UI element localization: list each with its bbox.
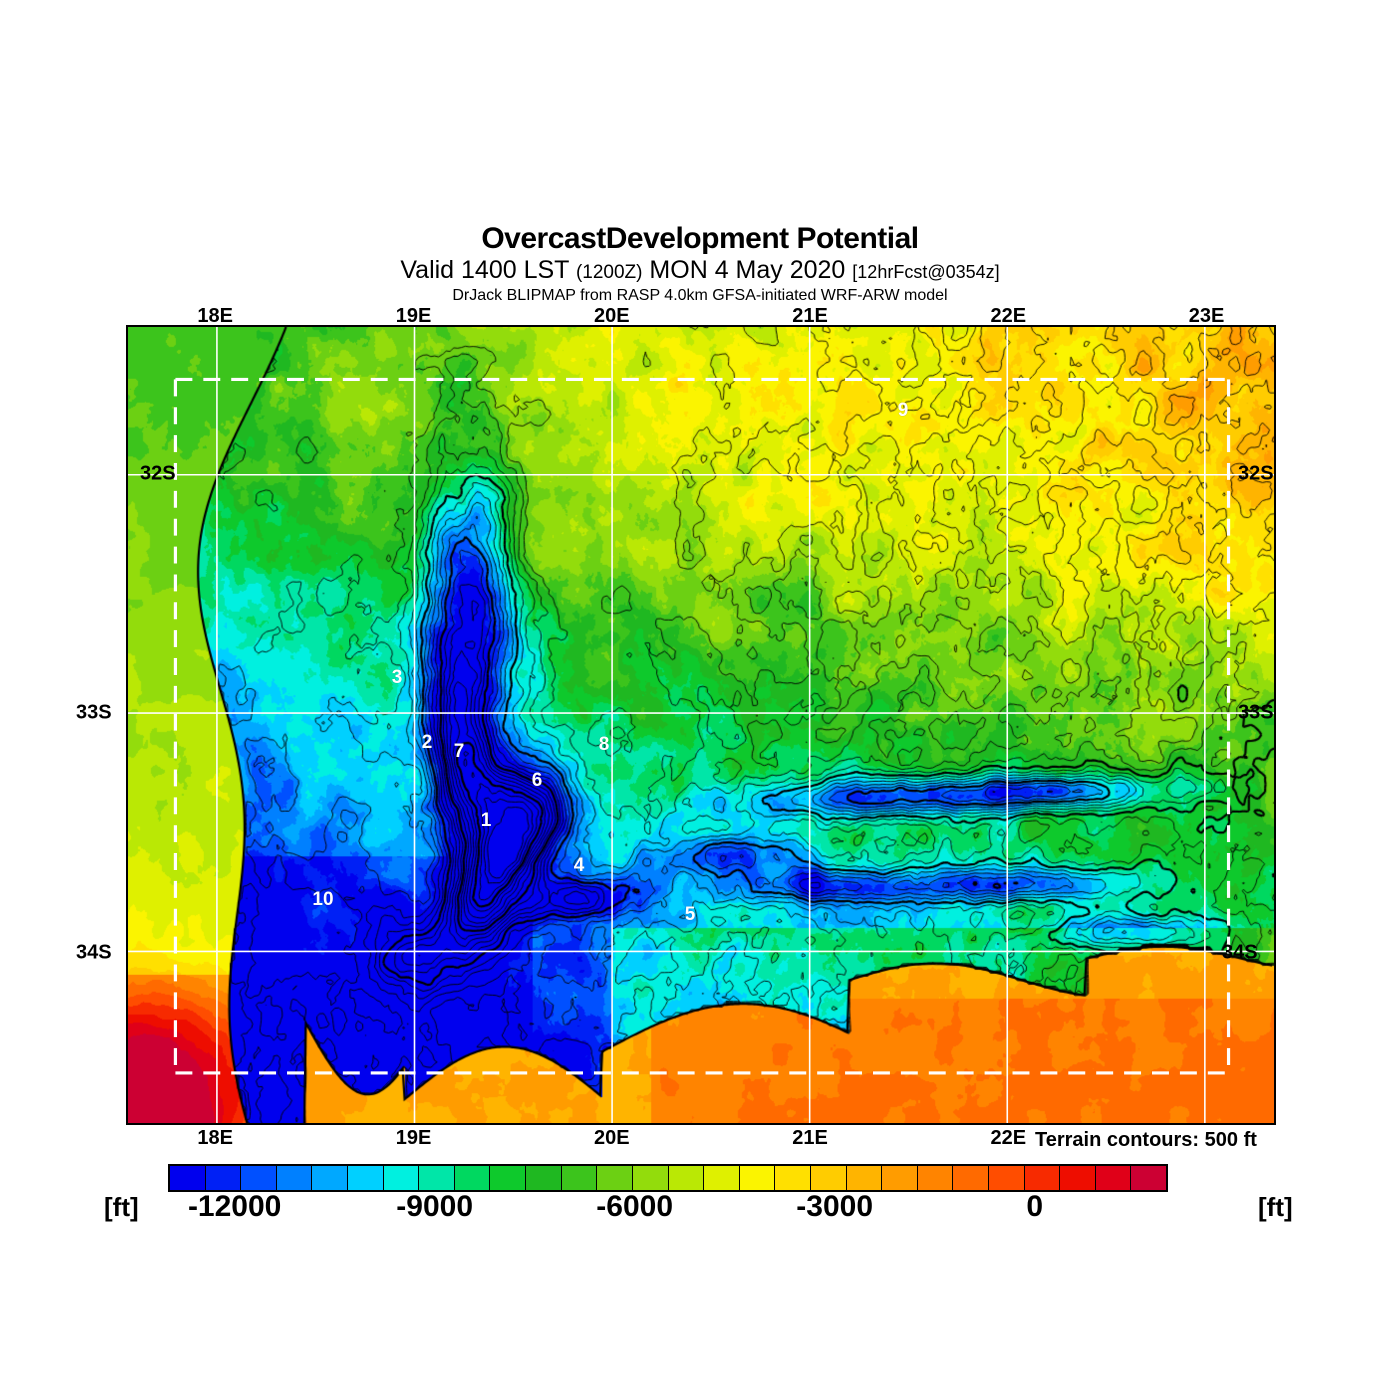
- colorbar-segment: [561, 1166, 598, 1190]
- map-waypoint-label[interactable]: 3: [391, 667, 403, 688]
- colorbar-segment: [989, 1166, 1025, 1190]
- map-waypoint-label[interactable]: 5: [684, 904, 696, 925]
- colorbar-unit-right: [ft]: [1258, 1192, 1293, 1222]
- lon-tick-top: 22E: [990, 305, 1027, 327]
- colorbar-tick: -6000: [596, 1190, 674, 1223]
- colorbar-segment: [170, 1166, 206, 1190]
- colorbar-segment: [454, 1166, 491, 1190]
- lon-tick-bottom: 21E: [792, 1127, 828, 1149]
- colorbar-segment: [846, 1166, 883, 1190]
- colorbar-segment: [1024, 1166, 1061, 1190]
- colorbar-segment: [739, 1166, 776, 1190]
- valid-prefix: Valid 1400 LST: [400, 256, 569, 284]
- colorbar-segment: [953, 1166, 990, 1190]
- lon-tick-top: 20E: [593, 305, 630, 327]
- colorbar-tick: 0: [1026, 1190, 1043, 1223]
- lon-tick-top: 21E: [792, 305, 828, 327]
- colorbar-segment: [348, 1166, 384, 1190]
- colorbar-segment: [810, 1166, 847, 1190]
- colorbar-segment: [632, 1166, 669, 1190]
- page-title: OvercastDevelopment Potential: [481, 222, 919, 255]
- lat-tick-left: 32S: [140, 462, 176, 484]
- lon-tick-bottom: 20E: [593, 1127, 630, 1149]
- colorbar-segment: [1095, 1166, 1132, 1190]
- terrain-contour-note: Terrain contours: 500 ft: [1032, 1128, 1260, 1153]
- lat-tick-right: 33S: [1238, 701, 1274, 724]
- colorbar-segment: [526, 1166, 562, 1190]
- colorbar-segment: [383, 1166, 420, 1190]
- map-waypoint-label[interactable]: 1: [480, 810, 492, 831]
- title-block: OvercastDevelopment Potential Valid 1400…: [0, 224, 1400, 305]
- colorbar-segment: [312, 1166, 349, 1190]
- lat-tick-right: 32S: [1238, 462, 1274, 484]
- colorbar-segment: [668, 1166, 705, 1190]
- colorbar-segment: [490, 1166, 527, 1190]
- colorbar-segment: [704, 1166, 740, 1190]
- map-waypoint-label[interactable]: 7: [453, 741, 465, 762]
- colorbar-segment: [1060, 1166, 1096, 1190]
- lat-tick-left: 33S: [76, 701, 112, 724]
- lat-tick-left: 34S: [76, 941, 112, 964]
- lon-tick-top: 19E: [395, 305, 432, 327]
- colorbar-segment: [917, 1166, 954, 1190]
- colorbar-tick: -9000: [396, 1190, 474, 1223]
- map-waypoint-label[interactable]: 9: [897, 400, 909, 421]
- lon-tick-bottom: 22E: [990, 1127, 1027, 1149]
- colorbar-tick: -12000: [187, 1190, 282, 1223]
- colorbar-segment: [882, 1166, 918, 1190]
- forecast-map[interactable]: [126, 325, 1276, 1125]
- map-waypoint-label[interactable]: 2: [421, 732, 433, 753]
- map-graticule-overlay: [128, 327, 1274, 1123]
- colorbar-segment: [419, 1166, 455, 1190]
- map-waypoint-label[interactable]: 6: [531, 770, 543, 791]
- colorbar-segment: [205, 1166, 242, 1190]
- model-credit: DrJack BLIPMAP from RASP 4.0km GFSA-init…: [452, 286, 948, 304]
- colorbar-unit-left: [ft]: [104, 1192, 139, 1222]
- colorbar-tick: -3000: [796, 1190, 874, 1223]
- map-waypoint-label[interactable]: 4: [573, 855, 585, 876]
- lon-tick-bottom: 19E: [395, 1127, 432, 1149]
- lon-tick-bottom: 18E: [197, 1127, 234, 1149]
- colorbar-swatches: [168, 1164, 1168, 1192]
- lon-tick-top: 23E: [1188, 305, 1225, 327]
- colorbar-segment: [276, 1166, 313, 1190]
- colorbar-segment: [1131, 1166, 1167, 1190]
- colorbar-legend: [ft] [ft] -12000 -9000 -6000 -3000 0: [0, 1160, 1400, 1250]
- terrain-heatmap-canvas: [128, 327, 1274, 1123]
- lon-tick-top: 18E: [197, 305, 234, 327]
- valid-time-line: Valid 1400 LST (1200Z) MON 4 May 2020 [1…: [0, 256, 1400, 285]
- valid-date: MON 4 May 2020: [649, 256, 846, 284]
- map-waypoint-label[interactable]: 8: [598, 734, 610, 755]
- lat-tick-right: 34S: [1222, 941, 1258, 964]
- forecast-tag: [12hrFcst@0354z]: [852, 262, 1000, 282]
- map-waypoint-label[interactable]: 10: [312, 889, 334, 910]
- colorbar-segment: [775, 1166, 811, 1190]
- valid-zulu: (1200Z): [575, 262, 643, 283]
- colorbar-segment: [241, 1166, 277, 1190]
- colorbar-segment: [597, 1166, 633, 1190]
